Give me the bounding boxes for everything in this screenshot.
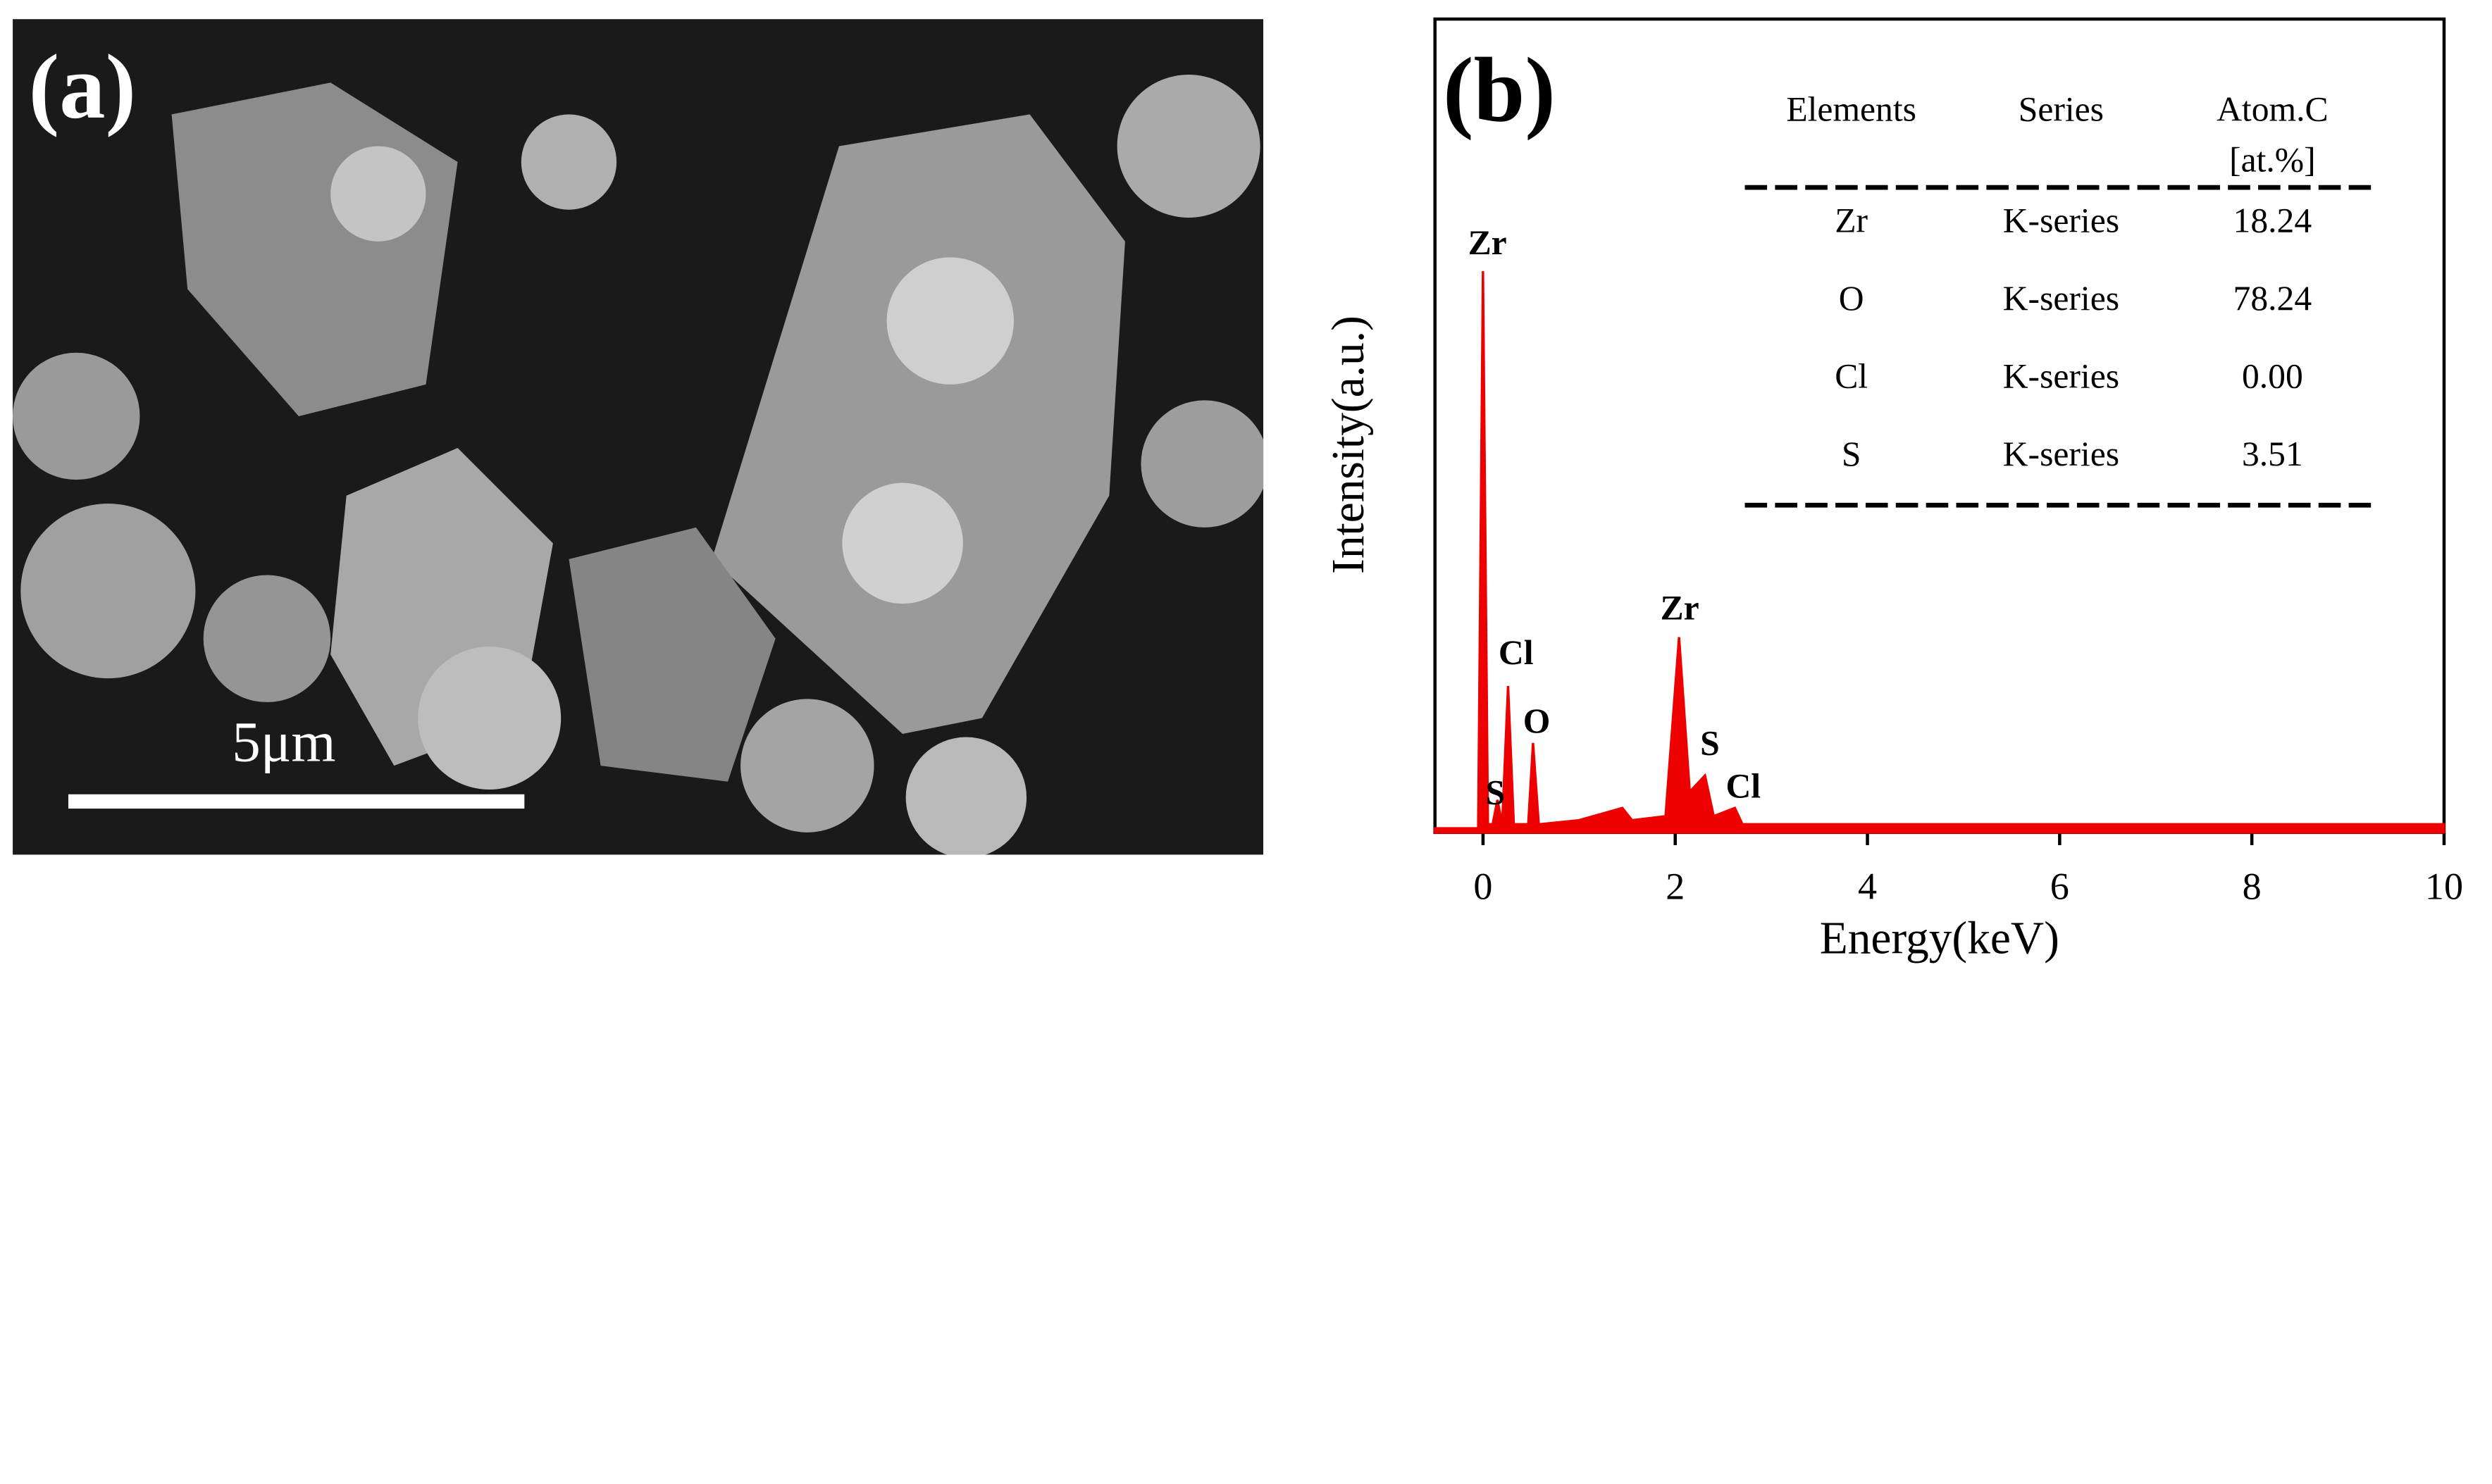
- y-axis-label: Intensity(a.u.): [1323, 316, 1374, 574]
- scale-bar-label: 1μm: [51, 1345, 166, 1417]
- peak-label: S: [1700, 723, 1720, 762]
- panel-label: (d): [662, 983, 760, 1073]
- x-axis-label: Energy(keV): [1820, 913, 2059, 964]
- spectrum: [1434, 270, 2445, 834]
- table-cell: O: [1839, 279, 1864, 318]
- table-cell: K-series: [2003, 201, 2119, 239]
- panel-label: (b): [1442, 38, 1556, 142]
- table-cell: K-series: [2003, 279, 2119, 318]
- x-tick-label: 0: [1473, 866, 1492, 908]
- element-label: Zr: [519, 983, 607, 1073]
- x-tick-label: 8: [2243, 866, 2262, 908]
- panel-label: (e): [1279, 983, 1368, 1073]
- table-cell: 18.24: [2233, 201, 2312, 239]
- table-cell: S: [1842, 435, 1861, 473]
- table-header: Atom.C: [2217, 89, 2329, 128]
- element-label: O: [1781, 983, 1844, 1073]
- x-tick-label: 10: [2425, 866, 2463, 908]
- table-header: Elements: [1786, 89, 1916, 128]
- peak-label: Cl: [1725, 766, 1761, 805]
- table-cell: 3.51: [2242, 435, 2303, 473]
- panel-label: (a): [28, 35, 137, 139]
- x-tick-label: 2: [1666, 866, 1685, 908]
- table-header: Series: [2019, 89, 2104, 128]
- peak-label: S: [1486, 773, 1506, 811]
- table-cell: Zr: [1835, 201, 1868, 239]
- peak-label: Zr: [1661, 589, 1699, 628]
- element-label: S: [1181, 983, 1225, 1073]
- peak-label: O: [1523, 702, 1551, 740]
- peak-label: Cl: [1499, 633, 1534, 672]
- panel-label: (f): [1897, 983, 1977, 1073]
- table-header: [at.%]: [2229, 141, 2316, 180]
- sem-image: [13, 19, 1264, 855]
- panel-label: (c): [32, 983, 120, 1073]
- element-label: Cl: [2383, 983, 2464, 1073]
- table-cell: Cl: [1835, 356, 1868, 395]
- table-cell: 78.24: [2233, 279, 2312, 318]
- table-cell: K-series: [2003, 435, 2119, 473]
- scale-bar-label: 5μm: [232, 710, 336, 774]
- peak-label: Zr: [1468, 223, 1507, 262]
- scale-bar: [60, 1425, 172, 1447]
- spectrum-chart: 0 2 4 6 8 10Energy(keV)Intensity(a.u.)ZrClOSZ…: [1323, 17, 2463, 964]
- x-tick-label: 4: [1858, 866, 1877, 908]
- x-tick-label: 6: [2050, 866, 2069, 908]
- table-cell: K-series: [2003, 356, 2119, 395]
- table-cell: 0.00: [2242, 356, 2303, 395]
